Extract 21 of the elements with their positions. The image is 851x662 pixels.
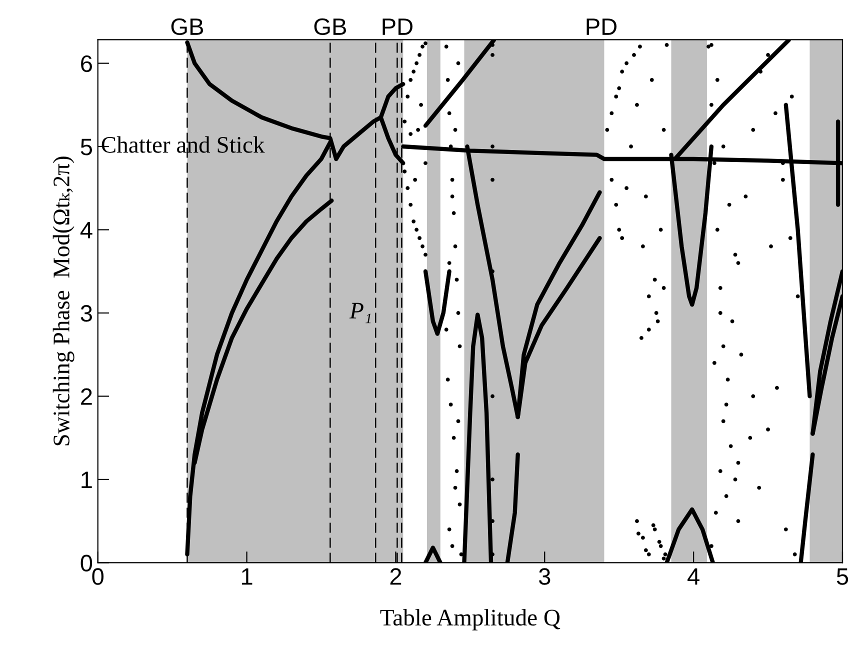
y-tick-label: 4 [80, 222, 92, 238]
x-tick-label: 4 [688, 568, 700, 585]
y-tick-label: 2 [81, 388, 92, 405]
x-tick-label: 5 [836, 568, 848, 585]
y-tick-label: 6 [81, 55, 92, 72]
x-axis-title: Table Amplitude Q [380, 609, 560, 630]
y-tick-label: 0 [80, 554, 92, 572]
annotation: Chatter and Stick [102, 136, 265, 153]
annotation: PD [586, 18, 616, 35]
x-tick-label: 2 [390, 568, 402, 585]
ref-line-label: GB [314, 18, 346, 36]
x-tick-label: 1 [242, 568, 252, 585]
x-tick-label: 0 [92, 568, 104, 585]
ref-line-label: GB [171, 18, 204, 36]
ref-line-label: PD [382, 18, 412, 35]
y-tick-label: 5 [80, 138, 92, 156]
y-axis-title: Switching Phase Mod(Ωtₖ,2π) [52, 156, 74, 446]
x-tick-label: 3 [538, 568, 550, 585]
annotation: P₁ [349, 302, 371, 324]
y-tick-label: 3 [80, 305, 92, 322]
y-tick-label: 1 [82, 472, 92, 488]
